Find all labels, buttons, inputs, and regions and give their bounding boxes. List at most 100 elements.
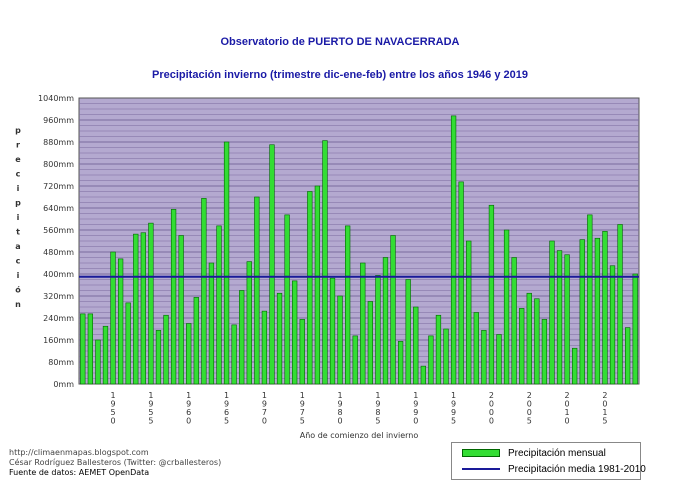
bar <box>564 254 570 385</box>
bar <box>617 224 623 385</box>
bar <box>450 115 457 385</box>
legend-label-monthly: Precipitación mensual <box>508 447 606 459</box>
y-tick-label: 880mm <box>43 138 74 147</box>
bar <box>216 225 222 385</box>
bar <box>579 239 585 385</box>
bar <box>632 273 638 385</box>
chart-subtitle: Precipitación invierno (trimestre dic-en… <box>152 69 528 81</box>
bar <box>140 232 146 385</box>
bar <box>458 181 464 385</box>
bar <box>496 334 502 385</box>
bar <box>488 204 495 385</box>
y-tick-label: 320mm <box>43 292 74 301</box>
bar <box>148 222 154 385</box>
bar <box>473 312 479 385</box>
y-tick-label: 800mm <box>43 160 74 169</box>
y-tick-label: 0mm <box>53 380 74 389</box>
bar <box>556 250 563 385</box>
legend-bar-swatch <box>462 449 500 457</box>
bar <box>231 324 237 385</box>
bar <box>170 209 177 385</box>
bar <box>322 140 328 385</box>
bar <box>87 313 93 385</box>
bar <box>367 301 373 385</box>
credits: http://climaenmapas.blogspot.com César R… <box>9 448 221 478</box>
legend-line-swatch <box>462 468 500 470</box>
legend-entry-mean: Precipitación media 1981-2010 <box>462 462 646 476</box>
bar <box>443 328 449 385</box>
bar <box>602 231 608 385</box>
bar <box>155 330 162 385</box>
y-tick-label: 80mm <box>48 358 74 367</box>
bar <box>609 265 616 385</box>
bar <box>208 262 215 385</box>
bar <box>405 279 411 385</box>
bar <box>345 225 351 385</box>
bar <box>125 302 131 385</box>
y-tick-label: 480mm <box>43 248 74 257</box>
bar <box>352 335 358 385</box>
credits-url: http://climaenmapas.blogspot.com <box>9 448 149 457</box>
bar <box>299 319 305 385</box>
bar <box>511 257 517 385</box>
y-tick-label: 720mm <box>43 182 74 191</box>
legend-label-mean: Precipitación media 1981-2010 <box>508 463 646 475</box>
bar <box>269 144 275 385</box>
bar <box>541 319 548 385</box>
bar <box>594 237 601 385</box>
bar <box>292 280 298 385</box>
bar <box>413 306 419 385</box>
bar <box>587 214 593 385</box>
bar <box>314 185 321 385</box>
bar <box>110 251 116 385</box>
bar <box>572 347 578 385</box>
credits-author: César Rodríguez Ballesteros (Twitter: @c… <box>9 458 222 467</box>
bar <box>360 262 366 385</box>
legend-entry-monthly: Precipitación mensual <box>462 446 606 460</box>
bar <box>178 235 184 385</box>
bar <box>95 339 101 385</box>
bar <box>284 214 290 385</box>
x-axis-title: Año de comienzo del invierno <box>300 431 419 440</box>
bar <box>223 141 230 385</box>
bar <box>163 314 169 385</box>
bar <box>503 229 510 385</box>
y-tick-label: 560mm <box>43 226 74 235</box>
bar <box>534 298 540 385</box>
bar <box>625 327 631 385</box>
bar <box>261 310 268 385</box>
bar <box>466 240 472 385</box>
y-tick-label: 400mm <box>43 270 74 279</box>
bar <box>526 292 532 385</box>
bar <box>201 198 207 385</box>
bar <box>307 191 313 385</box>
credits-source: Fuente de datos: AEMET OpenData <box>9 468 150 477</box>
bar <box>481 330 487 385</box>
bar <box>329 277 336 385</box>
bar <box>375 275 381 385</box>
y-tick-label: 240mm <box>43 314 74 323</box>
bar <box>276 292 283 385</box>
y-tick-label: 1040mm <box>38 94 74 103</box>
bar <box>549 240 555 385</box>
bar <box>382 257 389 385</box>
bar <box>80 313 86 385</box>
bar <box>390 235 396 385</box>
bar <box>117 258 124 385</box>
y-tick-label: 960mm <box>43 116 74 125</box>
chart-title: Observatorio de PUERTO DE NAVACERRADA <box>220 36 460 48</box>
